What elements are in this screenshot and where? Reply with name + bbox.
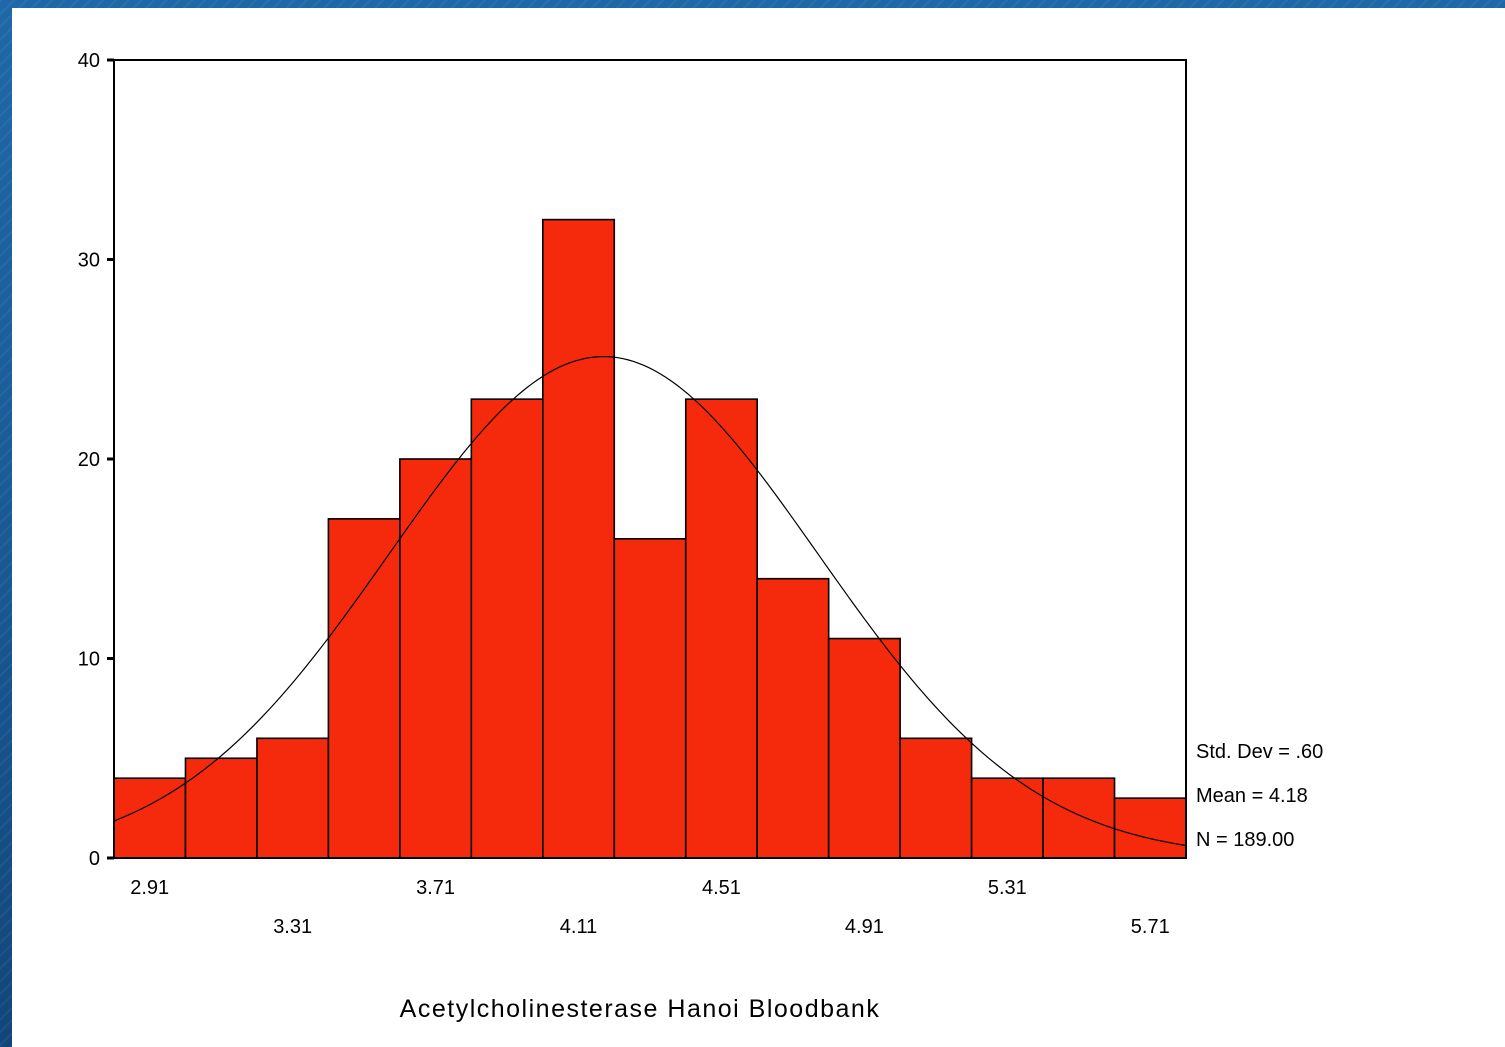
histogram-bar [541,218,616,859]
stats-line: N = 189.00 [1196,829,1294,851]
histogram-bar [256,737,330,859]
histogram-bar [184,757,258,859]
y-tick-label: 40 [78,50,100,72]
histogram-bar [756,577,830,859]
stats-legend: Std. Dev = .60 Mean = 4.18 N = 189.00 [1196,741,1323,851]
figure-panel: 0 10 20 30 40 2.91 3.31 3.71 4.11 4.51 4.91 5.31 5.… [12,8,1505,1047]
histogram-chart: 0 10 20 30 40 2.91 3.31 3.71 4.11 4.51 4.91 5.31 5.… [78,50,1324,1023]
x-tick-label: 5.71 [1131,916,1170,938]
x-tick-label: 4.51 [702,877,741,899]
histogram-bar [684,398,759,859]
histogram-bar [899,737,973,859]
x-axis-label: Acetylcholinesterase Hanoi Bloodbank [400,995,881,1023]
stats-line: Std. Dev = .60 [1196,741,1323,763]
bars-group [113,218,1187,859]
x-tick-label: 3.71 [416,877,455,899]
histogram-bar [399,458,473,859]
x-tick-label: 4.11 [560,916,597,938]
histogram-bar [470,398,544,859]
y-tick-label: 0 [89,848,100,870]
y-tick-label: 20 [78,449,100,471]
histogram-bar [327,518,401,859]
histogram-bar [1042,777,1116,859]
histogram-bar [970,777,1044,859]
x-tick-label: 4.91 [845,916,884,938]
y-tick-label: 10 [78,649,100,671]
histogram-bar [1113,797,1187,859]
x-tick-label: 3.31 [273,916,312,938]
y-tick-label: 30 [78,250,100,272]
x-tick-label: 2.91 [130,877,169,899]
x-tick-label: 5.31 [988,877,1027,899]
x-axis: 2.91 3.31 3.71 4.11 4.51 4.91 5.31 5.71 [130,877,1169,938]
histogram-bar [827,637,901,859]
stats-line: Mean = 4.18 [1196,785,1308,807]
y-axis: 0 10 20 30 40 [78,50,114,870]
histogram-bar [613,537,687,859]
normal-curve [113,356,1187,847]
